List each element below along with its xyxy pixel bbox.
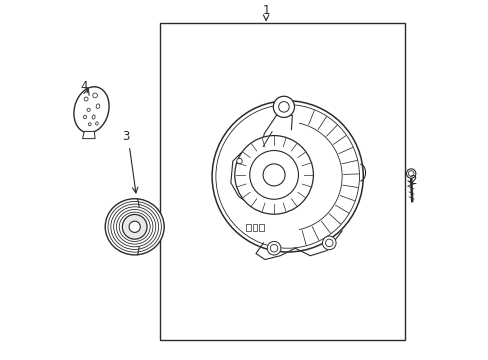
Bar — [259, 224, 263, 231]
Circle shape — [249, 150, 298, 199]
Ellipse shape — [93, 93, 97, 98]
Ellipse shape — [119, 212, 150, 242]
Bar — [252, 224, 257, 231]
Text: 4: 4 — [81, 80, 88, 93]
Ellipse shape — [96, 122, 98, 125]
Circle shape — [406, 169, 415, 178]
Ellipse shape — [87, 108, 90, 111]
Circle shape — [263, 164, 285, 186]
Ellipse shape — [105, 199, 164, 255]
Text: 3: 3 — [122, 130, 129, 143]
Circle shape — [407, 171, 413, 176]
Circle shape — [322, 236, 335, 250]
Circle shape — [129, 221, 140, 233]
Ellipse shape — [111, 204, 158, 249]
Circle shape — [267, 242, 280, 255]
Circle shape — [122, 215, 147, 239]
Circle shape — [215, 104, 359, 248]
Ellipse shape — [83, 115, 86, 119]
Ellipse shape — [92, 115, 95, 119]
Circle shape — [234, 136, 313, 214]
Ellipse shape — [84, 97, 88, 101]
Ellipse shape — [88, 123, 91, 126]
Bar — [245, 224, 250, 231]
Ellipse shape — [96, 104, 100, 108]
Ellipse shape — [74, 87, 109, 133]
Bar — [160, 23, 404, 340]
Text: 2: 2 — [408, 174, 416, 186]
Circle shape — [236, 158, 242, 164]
Circle shape — [325, 239, 332, 247]
Polygon shape — [82, 131, 95, 139]
Circle shape — [212, 101, 363, 252]
Circle shape — [270, 244, 277, 252]
Ellipse shape — [108, 202, 161, 252]
Ellipse shape — [116, 210, 153, 244]
Circle shape — [278, 102, 288, 112]
Text: 1: 1 — [262, 4, 269, 17]
Ellipse shape — [113, 207, 156, 247]
Circle shape — [273, 96, 294, 117]
